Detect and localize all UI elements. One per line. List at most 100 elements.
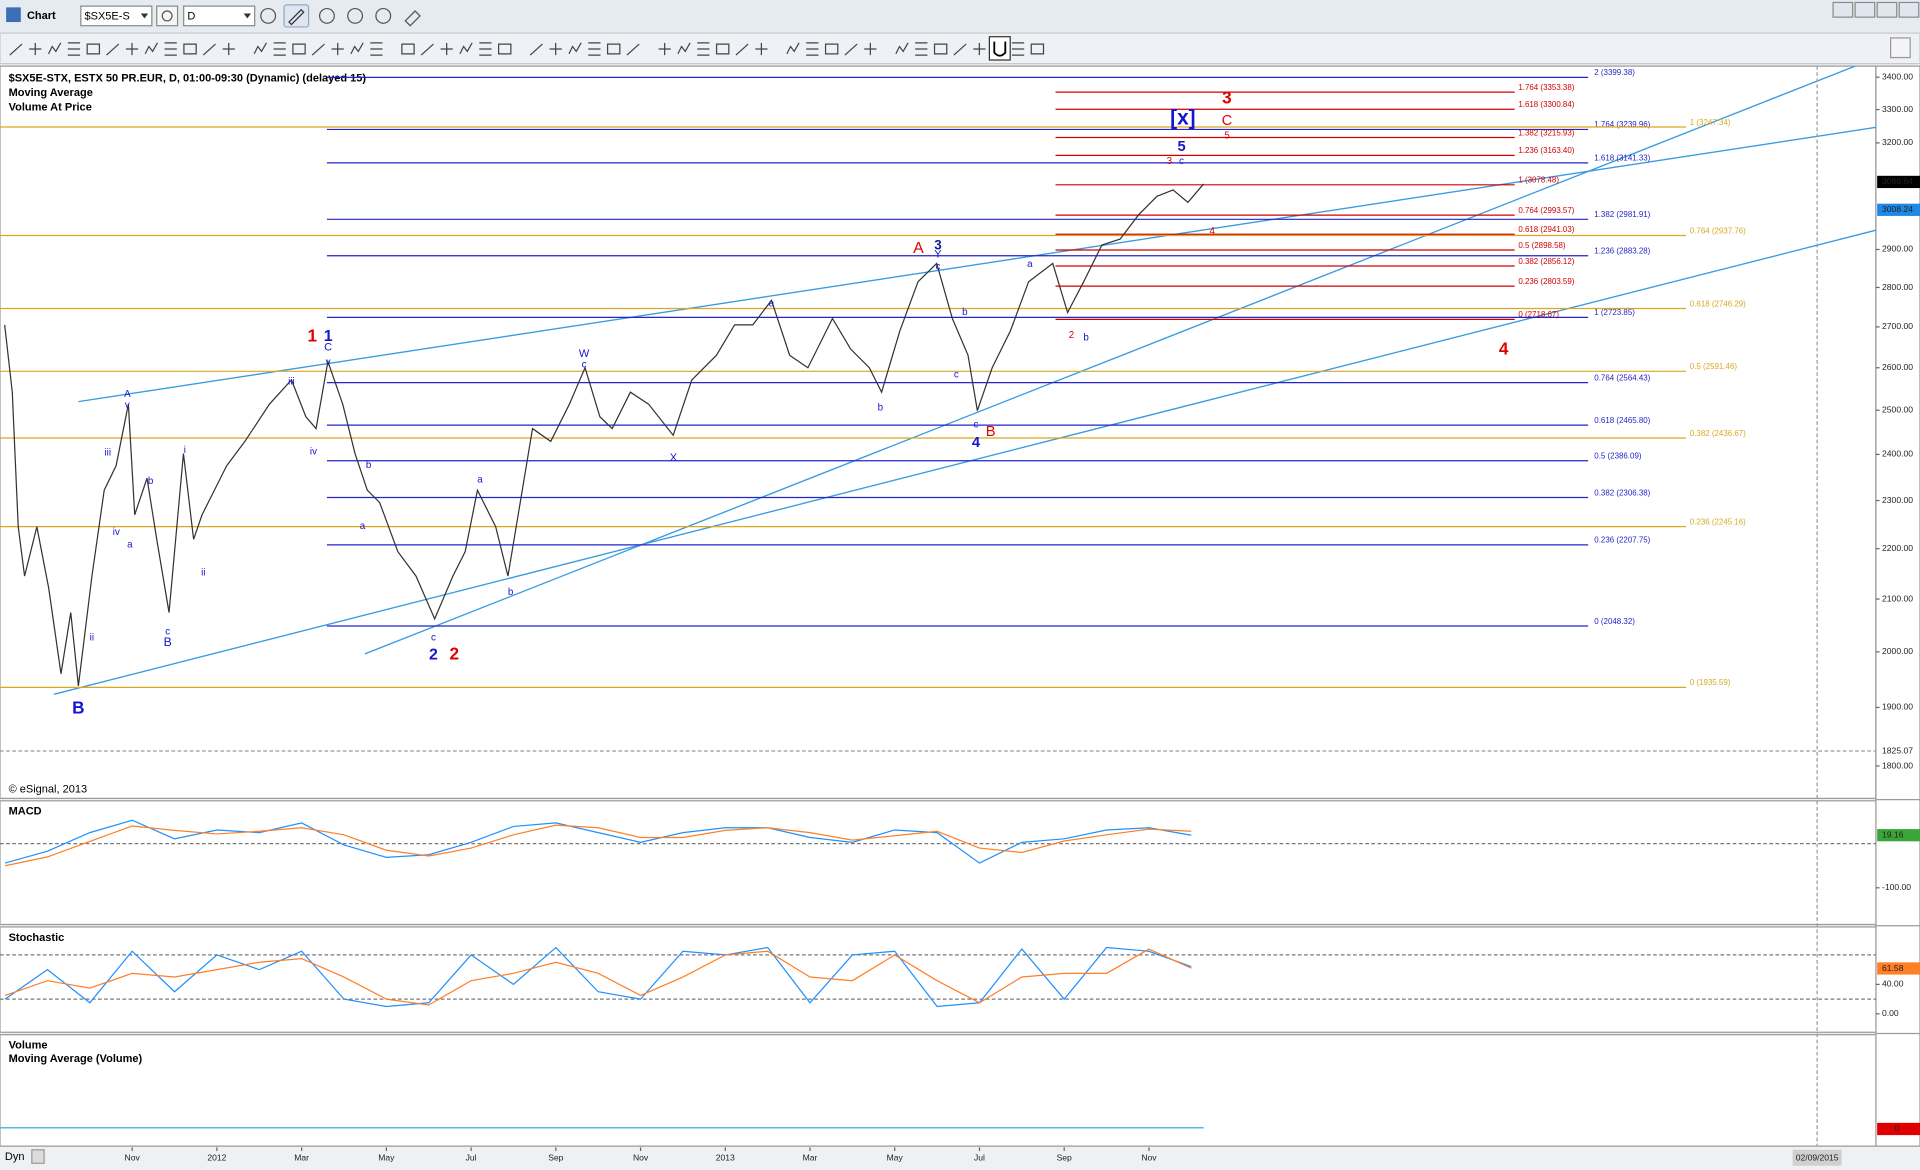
wave-label: ii <box>90 633 94 644</box>
dropdown-arrow[interactable] <box>140 13 149 19</box>
dropdown-arrow[interactable] <box>243 13 252 19</box>
status: Dyn <box>5 1151 25 1163</box>
icon <box>253 42 267 55</box>
icon <box>67 42 81 56</box>
tool-button[interactable] <box>457 38 475 59</box>
icon <box>350 42 364 55</box>
tool-button[interactable] <box>348 38 366 59</box>
fib-label: 0.764 (2993.57) <box>1518 206 1574 215</box>
tool-button[interactable] <box>675 38 693 59</box>
wave-label: c <box>936 262 941 273</box>
wave-label: W <box>579 348 590 360</box>
stochastic-panel <box>0 926 1877 1033</box>
x-tick-label: Jul <box>466 1153 477 1163</box>
tool-button[interactable] <box>375 7 392 24</box>
x-tick-label: Mar <box>294 1153 309 1163</box>
tool-button[interactable] <box>260 7 277 24</box>
icon <box>440 42 453 56</box>
wave-label: 4 <box>1499 339 1509 359</box>
copyright: © eSignal, 2013 <box>9 784 88 796</box>
fib-label: 0.5 (2386.09) <box>1594 452 1642 461</box>
icon <box>677 42 691 55</box>
x-tick-label: Mar <box>803 1153 818 1163</box>
close-button[interactable] <box>1898 1 1920 18</box>
icon <box>292 43 306 55</box>
y-tick-label: 2600.00 <box>1882 362 1913 372</box>
tool-button[interactable] <box>893 38 911 59</box>
indicator-line <box>4 948 1192 1006</box>
icon <box>697 42 710 56</box>
y-tick-label: 1800.00 <box>1882 760 1913 770</box>
wave-label: 3 <box>1167 156 1173 167</box>
fib-label: 0 (2718.67) <box>1518 310 1559 319</box>
fib-label: 1.382 (2981.91) <box>1594 210 1650 219</box>
volume-panel <box>0 1034 1877 1147</box>
icon <box>844 43 858 56</box>
fib-label: 1 (2723.85) <box>1594 308 1635 317</box>
fib-label: 1.618 (3141.33) <box>1594 154 1650 163</box>
icon <box>29 42 42 56</box>
y-tick-label: 2500.00 <box>1882 404 1913 414</box>
wave-label: C <box>324 342 332 354</box>
fib-label: 0.618 (2465.80) <box>1594 416 1650 425</box>
symbol-input[interactable] <box>80 5 153 27</box>
wave-label: 2 <box>1069 330 1074 341</box>
interval-input[interactable] <box>183 5 256 27</box>
restore-button[interactable] <box>1854 1 1876 18</box>
wave-label: c <box>1179 156 1184 167</box>
wave-label: 3 <box>1222 88 1232 108</box>
interval-text: D <box>187 10 195 22</box>
x-tick-label: Nov <box>633 1153 649 1163</box>
tool-button[interactable] <box>347 7 364 24</box>
icon <box>588 42 601 56</box>
icon <box>311 43 325 56</box>
y-tick-label: 1900.00 <box>1882 702 1913 712</box>
wave-label: a <box>477 475 483 486</box>
value-box <box>1877 1122 1920 1136</box>
y-tick-label: 2100.00 <box>1882 593 1913 603</box>
tool-button[interactable] <box>318 7 335 24</box>
x-tick-label: 2012 <box>207 1153 226 1163</box>
icon <box>895 42 909 55</box>
wave-label: b <box>878 402 884 413</box>
volume-value: 0 <box>1894 1123 1899 1133</box>
indicator-line <box>4 946 1192 1008</box>
icon[interactable] <box>31 1149 45 1164</box>
volume-title: Volume <box>9 1040 48 1052</box>
fib-label: 1.618 (3300.84) <box>1518 100 1574 109</box>
icon <box>9 43 23 56</box>
icon <box>161 10 173 22</box>
wave-label: b <box>1083 333 1089 344</box>
icon <box>973 42 986 56</box>
y-tick-label: 2700.00 <box>1882 321 1913 331</box>
trend-line <box>78 126 1877 403</box>
icon <box>658 42 671 56</box>
minimize-button[interactable] <box>1832 1 1854 18</box>
tool-button[interactable] <box>566 38 584 59</box>
wave-label: iii <box>288 377 295 388</box>
wave-label: A <box>124 389 131 400</box>
icon <box>824 43 839 55</box>
wave-label: iii <box>104 448 111 459</box>
icon <box>86 43 101 55</box>
fib-label: 0.5 (2898.58) <box>1518 241 1566 250</box>
icon <box>529 43 543 56</box>
tool-button[interactable] <box>143 38 161 59</box>
wave-label: B <box>986 424 996 440</box>
maximize-button[interactable] <box>1876 1 1898 18</box>
tool-button[interactable] <box>1890 37 1911 59</box>
tool-button[interactable] <box>784 38 802 59</box>
value-label: 1825.07 <box>1882 745 1913 755</box>
symbol-button[interactable] <box>156 5 179 27</box>
tool-button[interactable] <box>404 10 421 27</box>
icon <box>933 43 948 55</box>
fib-label: 0.764 (2564.43) <box>1594 373 1650 382</box>
wave-label: 1 <box>324 328 333 345</box>
tool-button[interactable] <box>283 4 310 28</box>
wave-label: b <box>508 587 514 598</box>
tool-button[interactable] <box>46 38 64 59</box>
icon <box>47 42 62 55</box>
price-line <box>4 183 1205 687</box>
tool-button[interactable] <box>252 38 270 59</box>
fib-label: 0.764 (2937.76) <box>1690 226 1746 235</box>
